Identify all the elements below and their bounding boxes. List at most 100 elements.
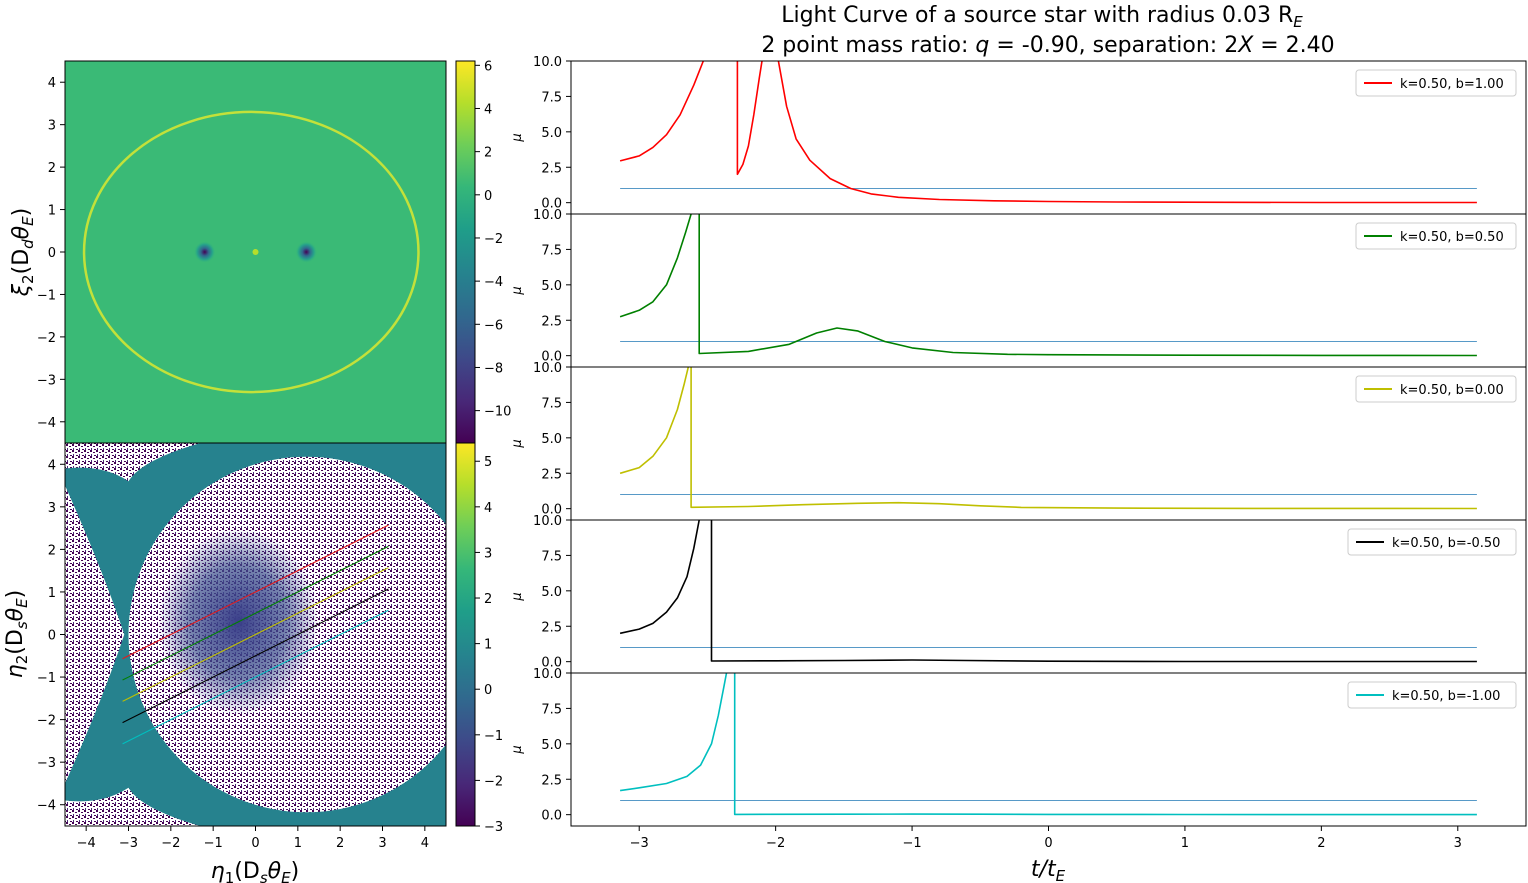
legend-box xyxy=(1355,222,1517,250)
light-curve-line xyxy=(733,673,1477,816)
light-curve-ytick-label: 0.0 xyxy=(541,809,562,824)
light-curve-ytick-label: 5.0 xyxy=(541,585,562,600)
source-xlabel: η1(DsθE) xyxy=(211,859,299,883)
source-track-line xyxy=(122,588,389,724)
light-curve-ytick-label: 10.0 xyxy=(533,55,562,70)
light-curve-ytick-label: 2.5 xyxy=(541,161,562,176)
lens-ytick-label: −1 xyxy=(37,288,56,303)
lens-ytick-label: −2 xyxy=(37,331,56,346)
lens-ytick-label: 0 xyxy=(48,246,56,261)
lens-ytick-label: 1 xyxy=(48,204,56,219)
light-curve-line xyxy=(690,367,1477,510)
source-plane-speckle-bottom xyxy=(65,787,201,826)
lens-point-mass-right xyxy=(295,241,318,263)
light-curve-legend: k=0.50, b=0.00 xyxy=(1355,375,1517,403)
source-ytick-label: 2 xyxy=(48,543,56,558)
light-curve-legend: k=0.50, b=0.50 xyxy=(1355,222,1517,250)
light-curve-ylabel: μ xyxy=(510,439,525,448)
light-curve-xtick-label: 0 xyxy=(1044,836,1052,851)
light-curve-xticks: −3 −2 −1 0 1 2 3 xyxy=(630,826,1462,851)
light-curve-panel: 0.0 2.5 5.0 7.5 10.0 μ k=0.50, b=-0.50 xyxy=(510,514,1527,674)
source-xtick-label: 3 xyxy=(378,836,386,851)
light-curve-panel: 0.0 2.5 5.0 7.5 10.0 μ k=0.50, b=1.00 xyxy=(510,55,1527,215)
source-plane-speckle-left xyxy=(65,485,125,784)
lens-center-point xyxy=(252,249,259,255)
legend-box xyxy=(1347,681,1517,709)
legend-label: k=0.50, b=0.50 xyxy=(1400,230,1504,245)
legend-label: k=0.50, b=0.00 xyxy=(1400,383,1504,398)
source-xtick-label: 2 xyxy=(336,836,344,851)
source-ylabel: η2(DsθE) xyxy=(3,590,31,678)
light-curve-ytick-label: 10.0 xyxy=(533,208,562,223)
light-curve-ytick-label: 10.0 xyxy=(533,361,562,376)
lens-colorbar-ticks: 6 4 2 0 −2 −4 −6 −8 −10 xyxy=(475,59,511,420)
lens-ytick-label: −4 xyxy=(37,416,56,431)
light-curve-ytick-label: 0.0 xyxy=(541,503,562,518)
light-curve-ytick-label: 5.0 xyxy=(541,432,562,447)
source-ytick-label: 4 xyxy=(48,458,56,473)
light-curve-xtick-label: 1 xyxy=(1181,836,1189,851)
title-subscript: E xyxy=(1293,13,1303,31)
lens-ytick-label: 3 xyxy=(48,119,56,134)
lens-colorbar-tick-label: 4 xyxy=(484,102,492,117)
light-curve-xtick-label: −3 xyxy=(630,836,649,851)
light-curve-xtick-label: 3 xyxy=(1454,836,1462,851)
source-colorbar-tick-label: 0 xyxy=(484,683,492,698)
source-ytick-label: 1 xyxy=(48,586,56,601)
source-colorbar-tick-label: 3 xyxy=(484,546,492,561)
source-ytick-label: −2 xyxy=(37,714,56,729)
light-curve-ylabel: μ xyxy=(510,592,525,601)
light-curve-ytick-label: 2.5 xyxy=(541,620,562,635)
lens-colorbar-bar xyxy=(455,60,476,444)
source-ytick-label: 0 xyxy=(48,629,56,644)
light-curve-ytick-label: 7.5 xyxy=(541,396,562,411)
light-curve-line xyxy=(619,520,700,635)
light-curve-ylabel: μ xyxy=(510,133,525,142)
light-curve-ytick-label: 7.5 xyxy=(541,702,562,717)
light-curve-xlabel: t/tE xyxy=(1031,857,1066,883)
light-curve-line xyxy=(698,214,1477,357)
legend-box xyxy=(1347,528,1517,556)
light-curve-line xyxy=(777,61,1477,204)
light-curve-ytick-label: 7.5 xyxy=(541,243,562,258)
source-colorbar-tick-label: 1 xyxy=(484,638,492,653)
lens-colorbar-tick-label: 2 xyxy=(484,146,492,161)
light-curve-ytick-label: 2.5 xyxy=(541,467,562,482)
source-track-line xyxy=(122,545,389,681)
light-curve-legend: k=0.50, b=-1.00 xyxy=(1347,681,1517,709)
source-xtick-label: 1 xyxy=(294,836,302,851)
light-curve-ytick-label: 7.5 xyxy=(541,90,562,105)
source-colorbar-tick-label: −3 xyxy=(484,820,503,835)
light-curve-xtick-label: −2 xyxy=(766,836,785,851)
light-curve-ytick-label: 2.5 xyxy=(541,773,562,788)
lens-colorbar-tick-label: −8 xyxy=(484,361,503,376)
light-curve-line xyxy=(619,214,692,318)
light-curve-legend: k=0.50, b=-0.50 xyxy=(1347,528,1517,556)
legend-box xyxy=(1355,69,1517,97)
lens-ytick-label: 2 xyxy=(48,161,56,176)
source-colorbar-tick-label: 5 xyxy=(484,455,492,470)
light-curve-line xyxy=(619,367,690,475)
source-ytick-label: 3 xyxy=(48,501,56,516)
source-ytick-label: −4 xyxy=(37,799,56,814)
light-curve-panel: 0.0 2.5 5.0 7.5 10.0 μ k=0.50, b=0.50 xyxy=(510,208,1527,368)
light-curve-line xyxy=(736,61,763,176)
lens-point-mass-left xyxy=(193,241,216,263)
lens-ytick-label: 4 xyxy=(48,76,56,91)
light-curve-ytick-label: 5.0 xyxy=(541,126,562,141)
lens-colorbar-tick-label: −2 xyxy=(484,232,503,247)
light-curve-panels: 0.0 2.5 5.0 7.5 10.0 μ k=0.50, b=1.00 0.0 2.5 5.0… xyxy=(510,55,1527,827)
source-plane-speckle-top xyxy=(65,443,201,482)
legend-label: k=0.50, b=-1.00 xyxy=(1392,689,1500,704)
lens-colorbar-tick-label: 6 xyxy=(484,59,492,74)
source-colorbar-tick-label: 2 xyxy=(484,592,492,607)
source-track-line xyxy=(122,609,389,745)
source-xtick-label: −4 xyxy=(77,836,96,851)
legend-label: k=0.50, b=-0.50 xyxy=(1392,536,1500,551)
light-curve-panel: 0.0 2.5 5.0 7.5 10.0 μ k=0.50, b=-1.00 xyxy=(510,667,1527,827)
source-xtick-label: 0 xyxy=(251,836,259,851)
figure-title-line2: 2 point mass ratio: q = -0.90, separatio… xyxy=(761,33,1334,58)
light-curve-line xyxy=(619,673,728,792)
source-colorbar: 5 4 3 2 1 0 −1 −2 −3 xyxy=(455,442,503,835)
